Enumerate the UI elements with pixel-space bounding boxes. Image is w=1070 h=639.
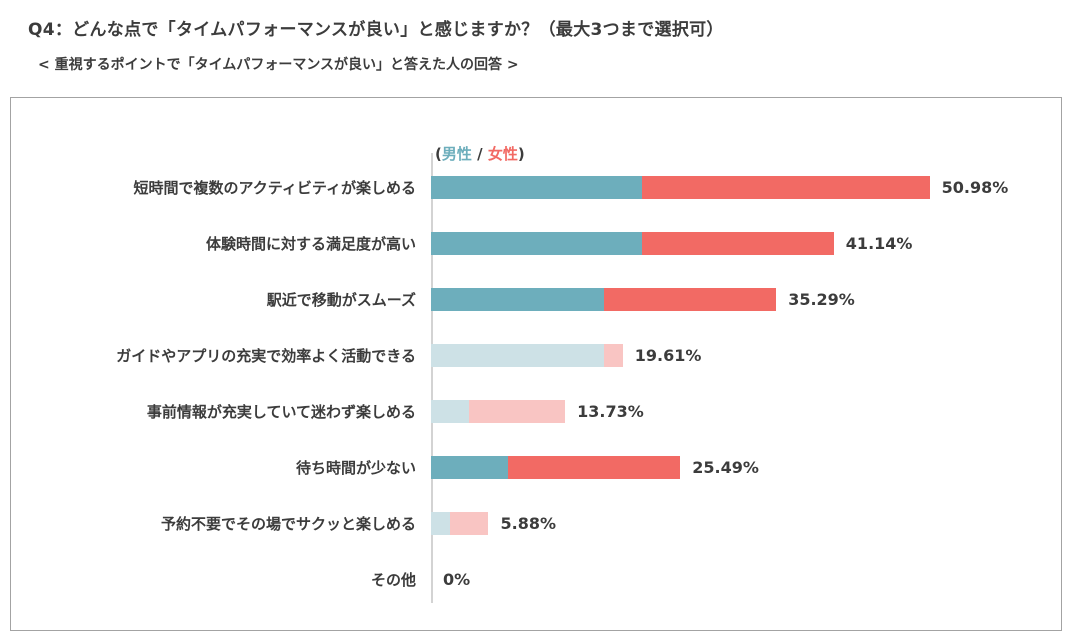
chart-row: 待ち時間が少ない 25.49% [11,439,1061,495]
female-bar-segment [603,287,777,311]
female-bar-segment [642,175,930,199]
legend-close-paren: ) [517,145,525,163]
male-bar-segment [431,231,642,255]
y-axis-line [431,153,433,603]
category-label: その他 [370,570,416,589]
legend-female-label: 女性 [487,145,518,163]
value-label: 25.49% [692,457,759,477]
chart-panel: (男性 / 女性) 短時間で複数のアクティビティが楽しめる 50.98% 体験時間に… [10,97,1062,631]
bar-rows: 短時間で複数のアクティビティが楽しめる 50.98% 体験時間に対する満足度が高い 4… [11,159,1061,607]
value-label: 13.73% [577,401,644,421]
legend-male-label: 男性 [441,145,472,163]
male-bar-segment [431,455,508,479]
female-bar-segment [450,511,489,535]
chart-row: 事前情報が充実していて迷わず楽しめる 13.73% [11,383,1061,439]
male-bar-segment [431,343,604,367]
value-label: 35.29% [788,289,855,309]
value-label: 19.61% [634,345,702,365]
chart-row: 駅近で移動がスムーズ 35.29% [11,271,1061,327]
category-label: 体験時間に対する満足度が高い [205,234,416,253]
value-label: 41.14% [845,233,913,253]
chart-legend: (男性 / 女性) [435,143,525,164]
page-subtitle: < 重視するポイントで「タイムパフォーマンスが良い」と答えた人の回答 > [38,57,519,73]
legend-open-paren: ( [435,145,442,163]
chart-row: 予約不要でその場でサクッと楽しめる 5.88% [11,495,1061,551]
value-label: 50.98% [941,177,1009,197]
chart-row: その他 0% [11,551,1061,607]
female-bar-segment [642,231,834,255]
category-label: 事前情報が充実していて迷わず楽しめる [146,402,416,421]
female-bar-segment [507,455,681,479]
value-label: 5.88% [500,513,556,533]
page-title: Q4：どんな点で「タイムパフォーマンスが良い」と感じますか？（最大3つまで選択可… [28,20,724,40]
chart-row: 短時間で複数のアクティビティが楽しめる 50.98% [11,159,1061,215]
chart-row: 体験時間に対する満足度が高い 41.14% [11,215,1061,271]
category-label: 駅近で移動がスムーズ [266,290,416,309]
category-label: 待ち時間が少ない [295,458,416,477]
female-bar-segment [603,343,623,367]
category-label: 予約不要でその場でサクッと楽しめる [160,514,416,533]
legend-separator: / [471,145,488,163]
chart-row: ガイドやアプリの充実で効率よく活動できる 19.61% [11,327,1061,383]
category-label: ガイドやアプリの充実で効率よく活動できる [116,346,416,365]
category-label: 短時間で複数のアクティビティが楽しめる [133,178,416,197]
male-bar-segment [431,287,604,311]
female-bar-segment [469,399,566,423]
male-bar-segment [431,175,642,199]
male-bar-segment [431,399,470,423]
value-label: 0% [443,569,471,589]
male-bar-segment [431,511,451,535]
